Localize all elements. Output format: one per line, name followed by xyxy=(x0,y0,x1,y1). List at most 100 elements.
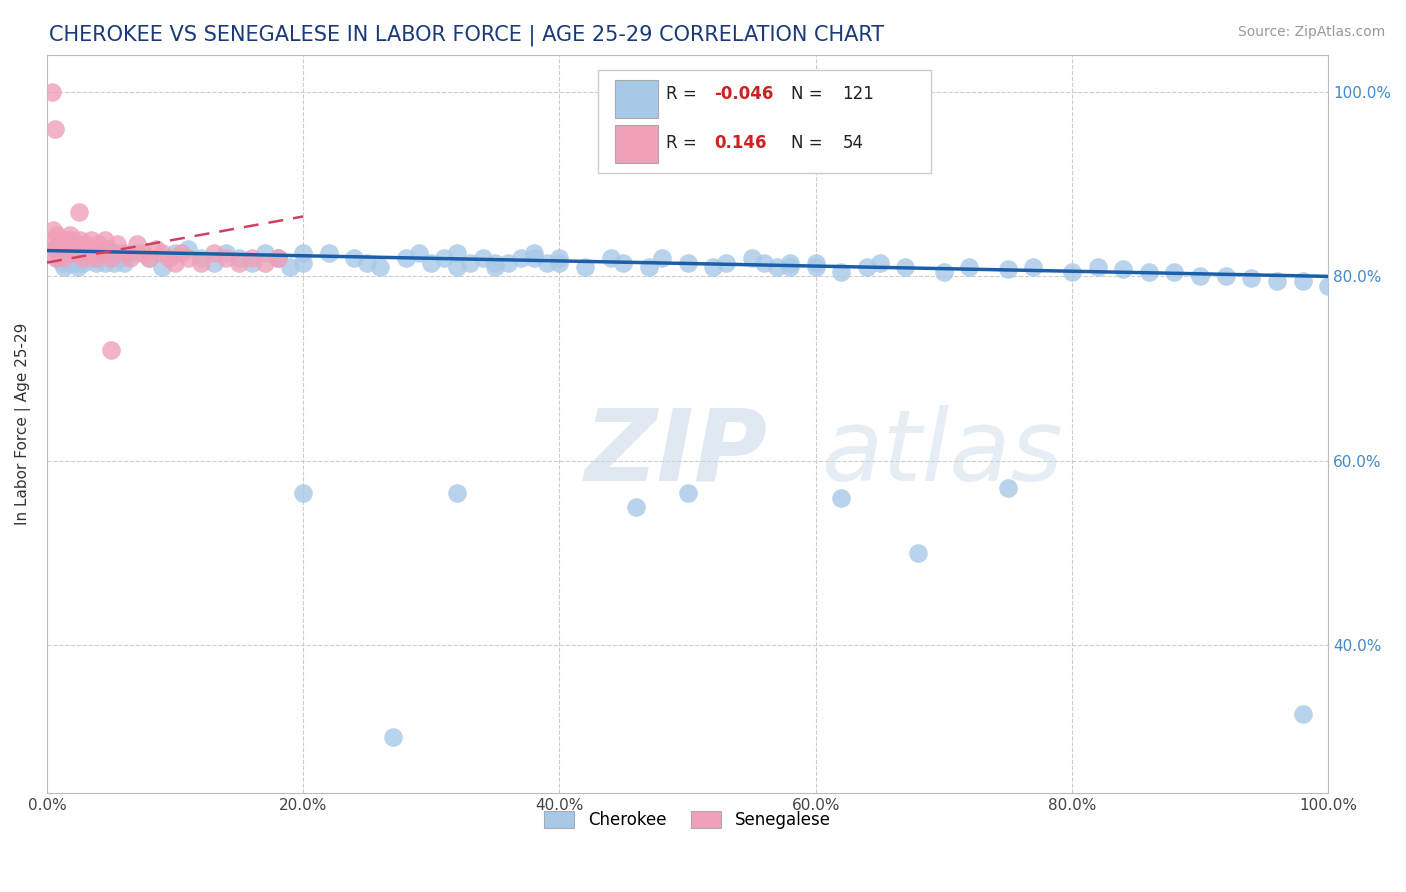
Point xyxy=(1163,265,1185,279)
Point xyxy=(52,260,75,275)
Point xyxy=(112,255,135,269)
Point xyxy=(75,251,97,265)
Point xyxy=(548,255,571,269)
Point xyxy=(77,246,100,260)
Point xyxy=(75,237,97,252)
Point xyxy=(626,500,648,514)
Point xyxy=(484,260,506,275)
Point xyxy=(90,246,112,260)
Point xyxy=(103,255,125,269)
Point xyxy=(72,255,94,269)
Point xyxy=(484,255,506,269)
Point xyxy=(120,251,142,265)
Point xyxy=(44,242,66,256)
Point xyxy=(548,251,571,265)
Point xyxy=(830,265,852,279)
Point xyxy=(49,233,72,247)
Point xyxy=(72,251,94,265)
Point xyxy=(496,255,519,269)
Point xyxy=(63,255,86,269)
Point xyxy=(702,260,724,275)
Point xyxy=(599,251,621,265)
Point xyxy=(77,246,100,260)
Point xyxy=(676,255,699,269)
Point xyxy=(82,242,104,256)
Text: N =: N = xyxy=(792,85,823,103)
Point xyxy=(66,260,89,275)
Point xyxy=(60,246,83,260)
Point xyxy=(46,227,69,242)
Point xyxy=(100,343,122,358)
Point xyxy=(62,242,84,256)
Point xyxy=(150,260,173,275)
Point xyxy=(202,246,225,260)
Point xyxy=(62,233,84,247)
Point xyxy=(343,251,366,265)
Point xyxy=(266,251,288,265)
Point xyxy=(190,251,212,265)
Point xyxy=(228,251,250,265)
Point xyxy=(574,260,596,275)
Point xyxy=(1112,262,1135,277)
Point xyxy=(240,251,263,265)
Point xyxy=(125,237,148,252)
Point xyxy=(56,242,79,256)
Point xyxy=(997,482,1019,496)
Point xyxy=(228,255,250,269)
Point xyxy=(676,486,699,500)
Point xyxy=(638,260,661,275)
Point xyxy=(894,260,917,275)
Point xyxy=(997,262,1019,277)
Point xyxy=(46,251,69,265)
Point xyxy=(458,255,481,269)
Point xyxy=(754,255,776,269)
Point xyxy=(97,242,120,256)
Point xyxy=(253,246,276,260)
Point xyxy=(446,486,468,500)
Point xyxy=(45,251,67,265)
Point xyxy=(253,255,276,269)
Point xyxy=(446,260,468,275)
Text: 54: 54 xyxy=(842,134,863,152)
Point xyxy=(1087,260,1109,275)
Point xyxy=(202,255,225,269)
FancyBboxPatch shape xyxy=(614,125,658,163)
Point xyxy=(741,251,763,265)
Point xyxy=(55,246,77,260)
Point xyxy=(932,265,955,279)
Point xyxy=(49,246,72,260)
Point xyxy=(90,251,112,265)
Point xyxy=(766,260,789,275)
Point xyxy=(869,255,891,269)
Point xyxy=(1317,278,1340,293)
Point xyxy=(138,251,160,265)
Point xyxy=(39,233,62,247)
Point xyxy=(907,546,929,560)
Point xyxy=(1291,707,1313,722)
Point xyxy=(51,255,73,269)
Point xyxy=(471,251,494,265)
Point xyxy=(1137,265,1160,279)
Point xyxy=(170,246,193,260)
Point xyxy=(292,486,315,500)
Point xyxy=(292,255,315,269)
Point xyxy=(67,251,90,265)
Point xyxy=(42,242,65,256)
Text: CHEROKEE VS SENEGALESE IN LABOR FORCE | AGE 25-29 CORRELATION CHART: CHEROKEE VS SENEGALESE IN LABOR FORCE | … xyxy=(49,25,884,46)
Point xyxy=(52,251,75,265)
Point xyxy=(420,255,443,269)
Point xyxy=(1189,269,1212,284)
Point xyxy=(240,255,263,269)
Point xyxy=(779,255,801,269)
Point xyxy=(84,251,107,265)
Point xyxy=(1265,274,1288,288)
FancyBboxPatch shape xyxy=(598,70,931,173)
Point xyxy=(523,246,546,260)
Point xyxy=(44,121,66,136)
Point xyxy=(48,237,70,252)
Point xyxy=(433,251,456,265)
Point xyxy=(60,246,83,260)
Point xyxy=(165,246,187,260)
Point xyxy=(408,246,430,260)
Point xyxy=(804,255,827,269)
